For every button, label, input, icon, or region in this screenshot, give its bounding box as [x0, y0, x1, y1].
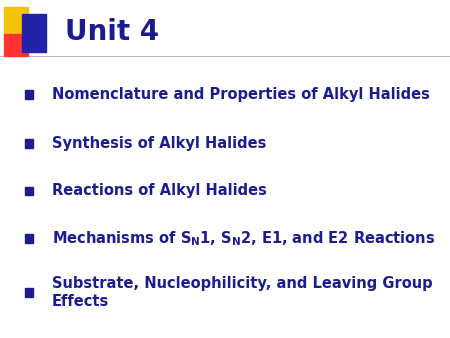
Text: Unit 4: Unit 4	[65, 18, 159, 46]
Text: Substrate, Nucleophilicity, and Leaving Group
Effects: Substrate, Nucleophilicity, and Leaving …	[52, 275, 432, 309]
Bar	[25, 187, 32, 195]
Bar	[22, 14, 46, 52]
Bar	[25, 139, 32, 148]
Text: Mechanisms of S$_{\mathbf{N}}$1, S$_{\mathbf{N}}$2, E1, and E2 Reactions: Mechanisms of S$_{\mathbf{N}}$1, S$_{\ma…	[52, 229, 435, 248]
Text: Reactions of Alkyl Halides: Reactions of Alkyl Halides	[52, 184, 266, 198]
Bar	[25, 234, 32, 243]
Text: Synthesis of Alkyl Halides: Synthesis of Alkyl Halides	[52, 136, 266, 151]
Bar	[25, 288, 32, 297]
Bar	[25, 90, 32, 99]
Bar	[4, 7, 28, 35]
Bar	[4, 34, 28, 56]
Text: Nomenclature and Properties of Alkyl Halides: Nomenclature and Properties of Alkyl Hal…	[52, 87, 430, 102]
